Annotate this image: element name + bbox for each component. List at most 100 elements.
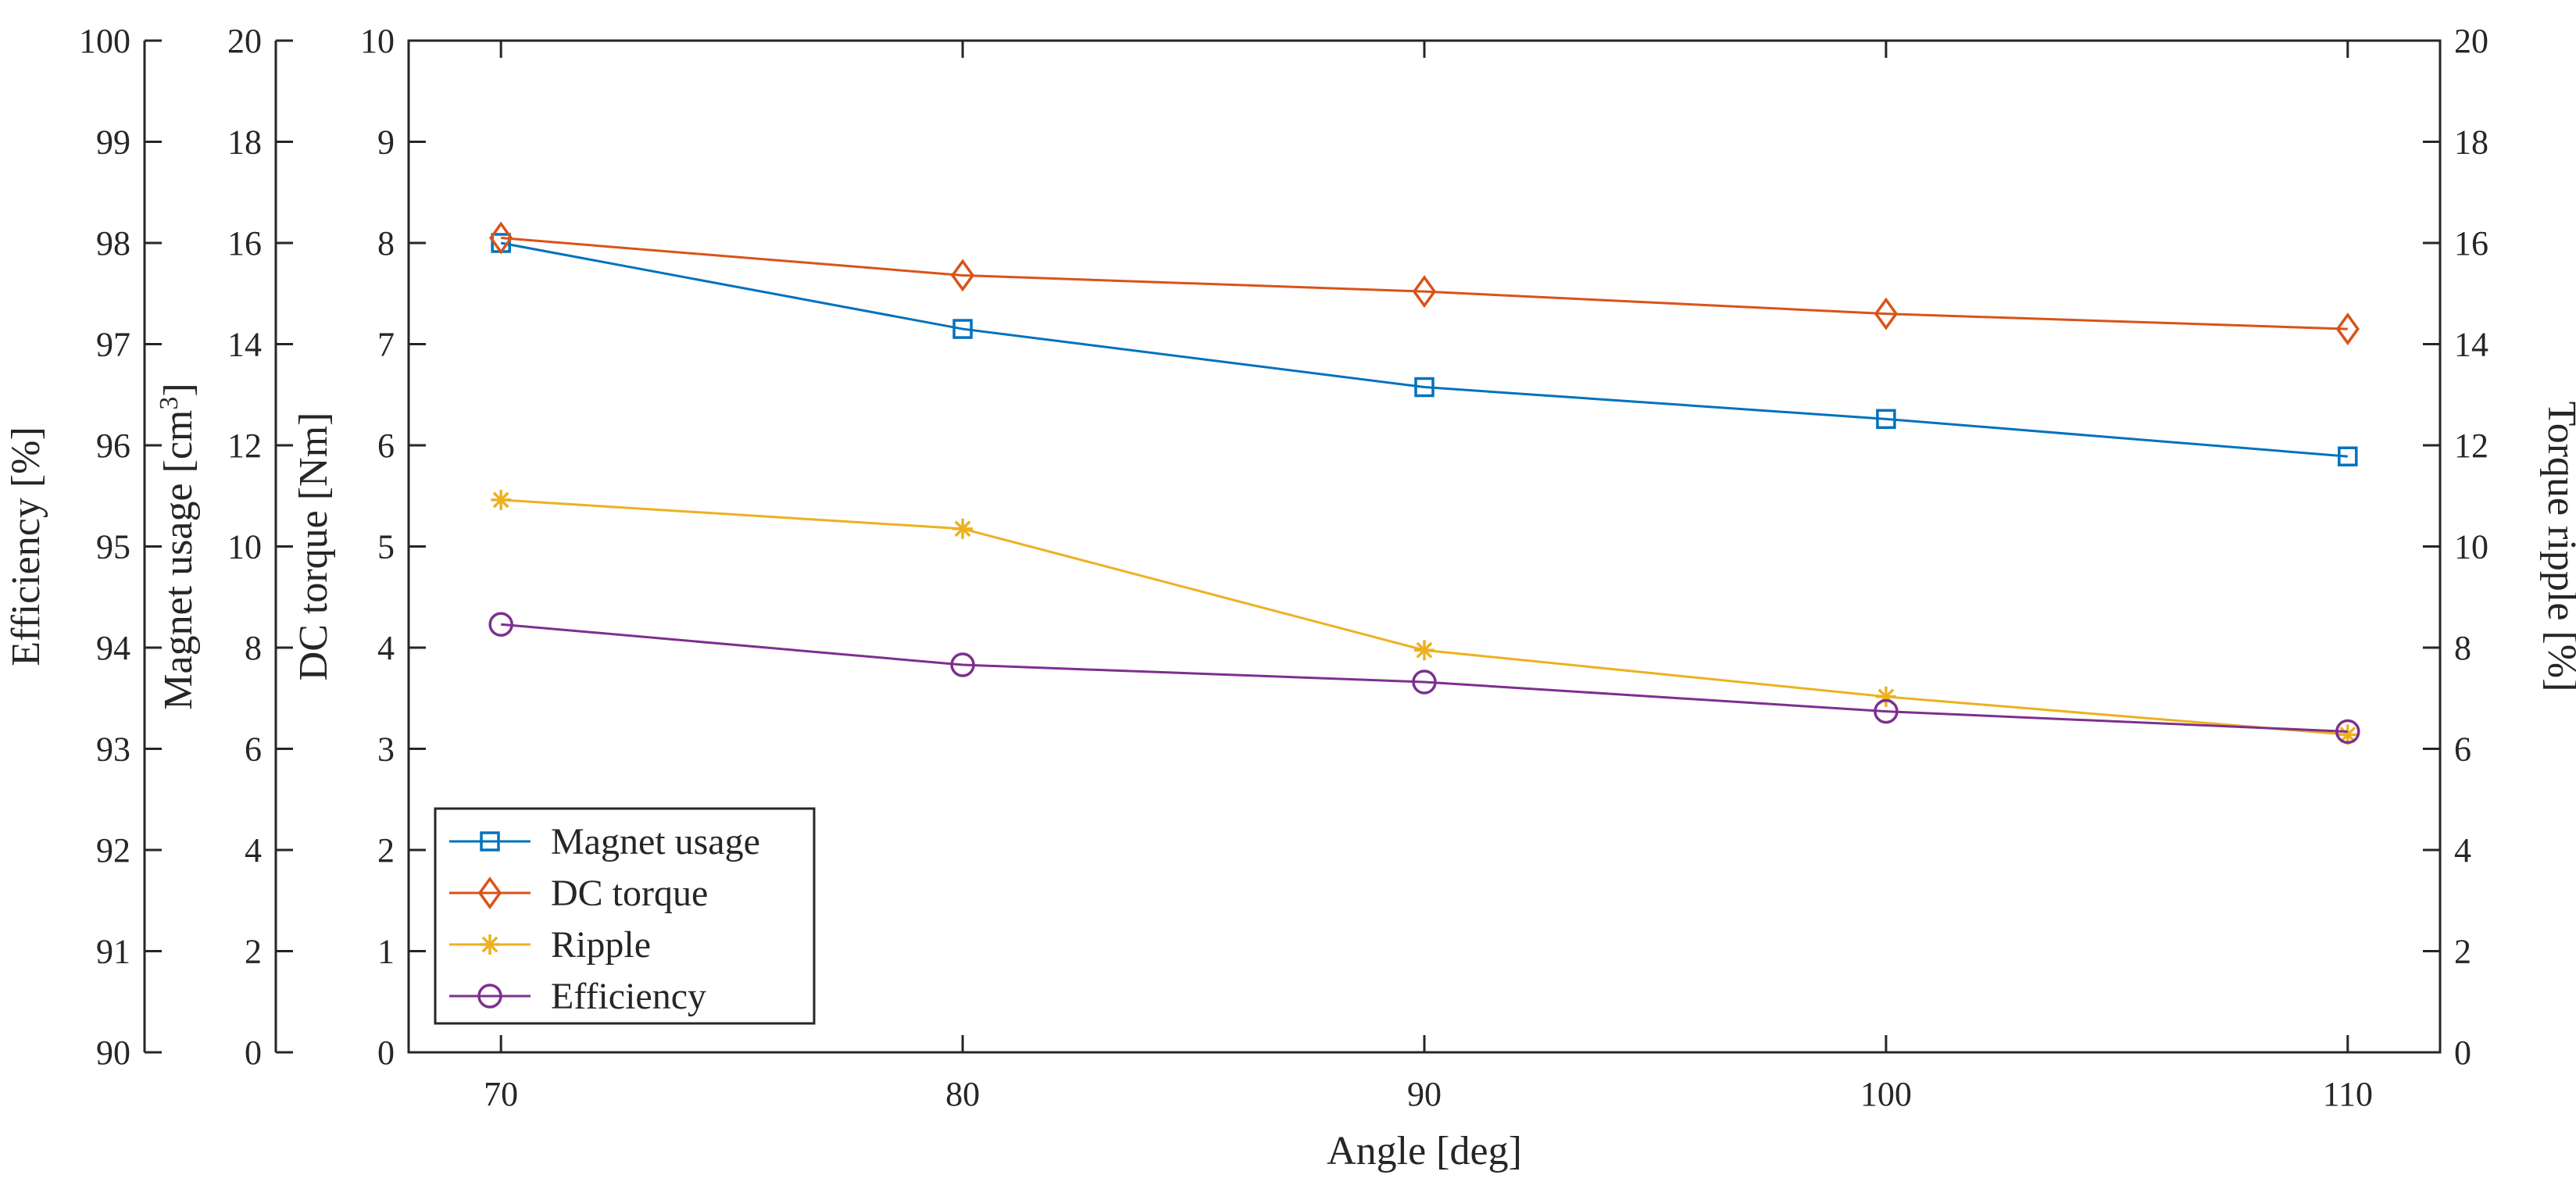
magnet-usage-point xyxy=(1414,377,1434,398)
efficiency-point xyxy=(2335,719,2360,745)
ripple-point xyxy=(491,489,512,510)
legend-label: DC torque xyxy=(551,873,708,914)
magnet-usage-point xyxy=(1876,409,1896,430)
ripple-point-stroke xyxy=(1416,641,1433,659)
efficiency-point xyxy=(488,612,513,637)
efficiency-tick-label: 95 xyxy=(96,528,130,566)
magnet-tick-label: 2 xyxy=(245,933,262,971)
ripple-point-stroke xyxy=(954,520,971,537)
ripple-tick-label: 6 xyxy=(2454,730,2471,769)
efficiency-point xyxy=(1412,670,1437,695)
torque-tick-label: 10 xyxy=(360,22,395,60)
series-efficiency xyxy=(488,612,2360,745)
magnet-tick-label: 0 xyxy=(245,1034,262,1072)
legend-label: Efficiency xyxy=(551,976,706,1017)
efficiency-tick-label: 100 xyxy=(79,22,130,60)
efficiency-tick-label: 91 xyxy=(96,933,130,971)
ripple-tick-label: 14 xyxy=(2454,326,2488,364)
magnet-tick-label: 4 xyxy=(245,831,262,870)
efficiency-tick-label: 94 xyxy=(96,629,130,667)
x-tick-label: 80 xyxy=(945,1075,980,1113)
efficiency-tick-label: 96 xyxy=(96,427,130,465)
ripple-tick-label: 16 xyxy=(2454,224,2488,262)
magnet-usage-line xyxy=(500,241,2348,458)
series-dc-torque xyxy=(489,221,2360,346)
legend-swatch-marker xyxy=(477,877,502,909)
ripple-point xyxy=(952,518,974,539)
ripple-tick-label: 8 xyxy=(2454,629,2471,667)
ripple-tick-label: 10 xyxy=(2454,528,2488,566)
torque-tick-label: 7 xyxy=(377,326,395,364)
dc-torque-point xyxy=(950,259,975,292)
torque-axis-label: DC torque [Nm] xyxy=(291,412,336,681)
ripple-tick-label: 18 xyxy=(2454,123,2488,162)
legend-swatch-marker xyxy=(477,984,502,1009)
efficiency-axis-label: Efficiency [%] xyxy=(4,427,48,666)
efficiency-line xyxy=(501,623,2348,733)
legend-swatch-marker xyxy=(480,831,500,852)
legend-label: Magnet usage xyxy=(551,821,760,862)
dc-torque-point xyxy=(1874,297,1899,330)
ripple-tick-label: 12 xyxy=(2454,427,2488,465)
magnet-tick-label: 6 xyxy=(245,730,262,769)
torque-tick-label: 3 xyxy=(377,730,395,769)
magnet-tick-label: 14 xyxy=(227,326,262,364)
torque-tick-label: 9 xyxy=(377,123,395,162)
efficiency-tick-label: 92 xyxy=(96,831,130,870)
efficiency-tick-label: 97 xyxy=(96,326,130,364)
ripple-tick-label: 0 xyxy=(2454,1034,2471,1072)
magnet-axis-label: Magnet usage [cm3] xyxy=(155,383,202,709)
magnet-tick-label: 16 xyxy=(227,224,262,262)
efficiency-tick-label: 99 xyxy=(96,123,130,162)
legend: Magnet usage DC torque Ripple Efficiency xyxy=(434,807,816,1025)
magnet-tick-label: 8 xyxy=(245,629,262,667)
magnet-tick-label: 18 xyxy=(227,123,262,162)
legend-swatch-marker xyxy=(480,934,500,955)
series-layer xyxy=(488,221,2360,745)
torque-tick-label: 5 xyxy=(377,528,395,566)
x-tick-label: 90 xyxy=(1407,1075,1442,1113)
legend-item-ripple: Ripple xyxy=(449,924,651,966)
efficiency-point xyxy=(1874,698,1899,724)
magnet-axis-label-end: ] xyxy=(156,383,201,396)
legend-swatch-marker-stroke xyxy=(481,936,498,953)
ripple-axis-label: Torque ripple [%] xyxy=(2539,402,2576,692)
torque-tick-label: 0 xyxy=(377,1034,395,1072)
magnet-axis-label-sup: 3 xyxy=(155,397,184,410)
ripple-point-stroke xyxy=(2339,726,2356,743)
ripple-tick-label: 20 xyxy=(2454,22,2488,60)
ripple-tick-label: 4 xyxy=(2454,831,2471,870)
magnet-tick-label: 20 xyxy=(227,22,262,60)
series-ripple xyxy=(491,489,2358,745)
ripple-line xyxy=(501,498,2348,736)
ripple-point-stroke xyxy=(492,491,509,509)
magnet-usage-point xyxy=(952,319,973,339)
magnet-usage-point xyxy=(2338,446,2358,466)
efficiency-tick-label: 93 xyxy=(96,730,130,769)
efficiency-point xyxy=(950,652,975,677)
ripple-tick-label: 2 xyxy=(2454,933,2471,971)
dc-torque-point xyxy=(489,221,513,255)
legend-label: Ripple xyxy=(551,924,651,966)
magnet-tick-label: 10 xyxy=(227,528,262,566)
torque-tick-label: 4 xyxy=(377,629,395,667)
legend-item-dc-torque: DC torque xyxy=(449,873,708,914)
dc-torque-point xyxy=(2335,312,2360,346)
ripple-point xyxy=(2337,724,2358,745)
torque-tick-label: 8 xyxy=(377,224,395,262)
x-tick-label: 100 xyxy=(1860,1075,1912,1113)
torque-tick-label: 6 xyxy=(377,427,395,465)
x-tick-label: 110 xyxy=(2323,1075,2373,1113)
legend-item-efficiency: Efficiency xyxy=(449,976,706,1017)
efficiency-tick-label: 98 xyxy=(96,224,130,262)
x-tick-label: 70 xyxy=(484,1075,518,1113)
series-magnet-usage xyxy=(491,233,2358,466)
x-axis-label: Angle [deg] xyxy=(1327,1129,1522,1173)
legend-item-magnet-usage: Magnet usage xyxy=(449,821,760,862)
magnet-tick-label: 12 xyxy=(227,427,262,465)
torque-tick-label: 1 xyxy=(377,933,395,971)
dc-torque-point xyxy=(1412,275,1437,309)
efficiency-tick-label: 90 xyxy=(96,1034,130,1072)
